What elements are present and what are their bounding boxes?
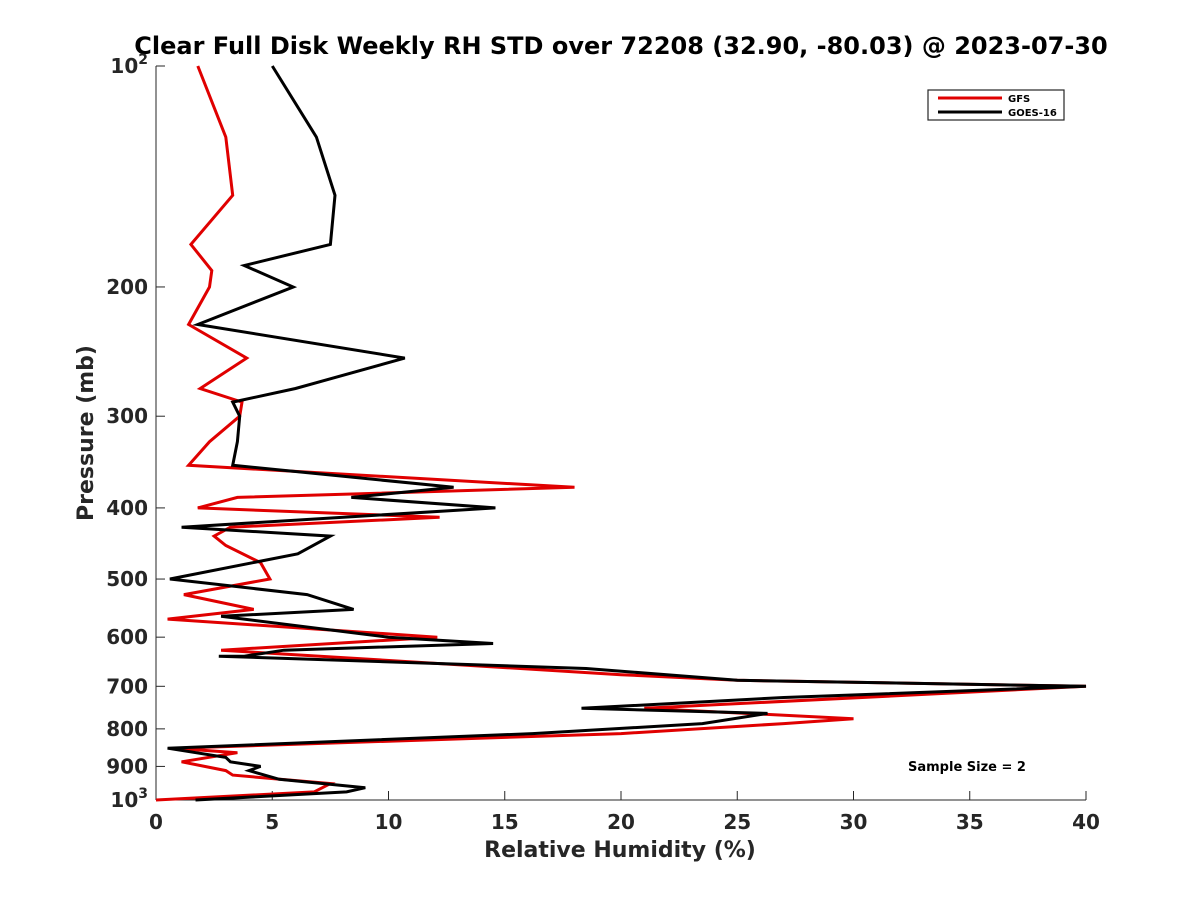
y-tick-label: 400 — [106, 496, 148, 520]
series-line-goes-16 — [167, 65, 1087, 802]
y-tick-label: 500 — [106, 567, 148, 591]
legend-label: GOES-16 — [1008, 108, 1057, 119]
x-tick-label: 15 — [491, 810, 519, 834]
x-tick-label: 25 — [723, 810, 751, 834]
y-tick-label: 102 — [110, 52, 148, 78]
series-lines — [155, 65, 1087, 802]
x-tick-label: 20 — [607, 810, 635, 834]
y-tick-label: 300 — [106, 404, 148, 428]
legend-label: GFS — [1008, 94, 1030, 105]
y-tick-label: 900 — [106, 754, 148, 778]
legend-box — [927, 89, 1065, 121]
chart-title: Clear Full Disk Weekly RH STD over 72208… — [134, 32, 1107, 60]
x-tick-label: 5 — [265, 810, 279, 834]
x-tick-label: 40 — [1072, 810, 1100, 834]
x-tick-label: 10 — [375, 810, 403, 834]
x-tick-label: 30 — [840, 810, 868, 834]
y-axis-label: Pressure (mb) — [74, 345, 99, 521]
x-axis-label: Relative Humidity (%) — [484, 838, 756, 863]
x-tick-label: 0 — [149, 810, 163, 834]
y-tick-label: 800 — [106, 717, 148, 741]
sample-size-annotation: Sample Size = 2 — [908, 760, 1026, 775]
x-tick-label: 35 — [956, 810, 984, 834]
axes: 0 5 10 15 20 25 30 35 40 102 200 300 400 500 600 700 800… — [106, 52, 1100, 834]
y-tick-label: 200 — [106, 275, 148, 299]
legend: GFS GOES-16 — [927, 89, 1065, 121]
y-tick-label: 600 — [106, 625, 148, 649]
y-tick-label: 103 — [110, 786, 148, 812]
y-tick-label: 700 — [106, 674, 148, 698]
